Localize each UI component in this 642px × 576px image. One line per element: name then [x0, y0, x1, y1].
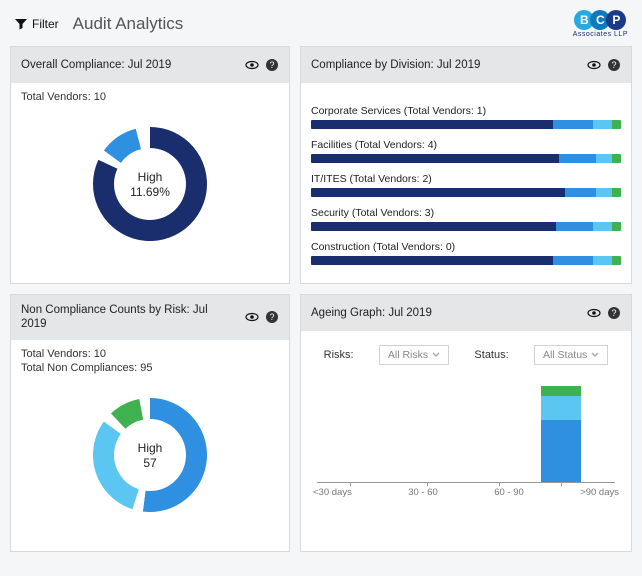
- division-label: Facilities (Total Vendors: 4): [311, 139, 621, 151]
- risks-value: All Risks: [388, 349, 428, 361]
- division-row: Facilities (Total Vendors: 4): [311, 139, 621, 163]
- chevron-down-icon: [591, 351, 599, 359]
- page-title: Audit Analytics: [73, 14, 184, 34]
- card-header: Compliance by Division: Jul 2019 ?: [301, 47, 631, 83]
- card-header: Overall Compliance: Jul 2019 ?: [11, 47, 289, 83]
- eye-icon[interactable]: [587, 306, 601, 320]
- total-noncompliances-text: Total Non Compliances: 95: [21, 362, 279, 374]
- division-bar: [311, 256, 621, 265]
- eye-icon[interactable]: [245, 58, 259, 72]
- filter-icon: [14, 17, 28, 31]
- help-icon[interactable]: ?: [607, 58, 621, 72]
- card-ageing-graph: Ageing Graph: Jul 2019 ? Risks: All Risk…: [300, 294, 632, 552]
- chevron-down-icon: [432, 351, 440, 359]
- svg-text:High: High: [138, 170, 163, 184]
- division-label: Security (Total Vendors: 3): [311, 207, 621, 219]
- division-row: Construction (Total Vendors: 0): [311, 241, 621, 265]
- filter-button[interactable]: Filter: [14, 17, 59, 31]
- svg-text:11.69%: 11.69%: [130, 185, 170, 199]
- ageing-xlabel: 30 - 60: [408, 487, 438, 498]
- overall-compliance-donut: High11.69%: [75, 109, 225, 259]
- risks-label: Risks:: [324, 349, 354, 361]
- status-label: Status:: [474, 349, 508, 361]
- risks-select[interactable]: All Risks: [379, 345, 449, 365]
- division-bar: [311, 120, 621, 129]
- svg-text:?: ?: [611, 60, 616, 70]
- svg-text:High: High: [138, 441, 163, 455]
- division-bar: [311, 222, 621, 231]
- ageing-xlabel: 60 - 90: [494, 487, 524, 498]
- logo: BCP Associates LLP: [573, 10, 628, 38]
- eye-icon[interactable]: [587, 58, 601, 72]
- total-vendors-text: Total Vendors: 10: [21, 91, 279, 103]
- topbar: Filter Audit Analytics BCP Associates LL…: [0, 0, 642, 46]
- svg-text:?: ?: [269, 60, 274, 70]
- filter-label: Filter: [32, 17, 59, 31]
- help-icon[interactable]: ?: [265, 58, 279, 72]
- svg-text:?: ?: [611, 308, 616, 318]
- noncompliance-donut: High57: [75, 380, 225, 530]
- topbar-left: Filter Audit Analytics: [14, 14, 183, 34]
- help-icon[interactable]: ?: [607, 306, 621, 320]
- division-row: Corporate Services (Total Vendors: 1): [311, 105, 621, 129]
- help-icon[interactable]: ?: [265, 310, 279, 324]
- division-label: Construction (Total Vendors: 0): [311, 241, 621, 253]
- division-label: IT/ITES (Total Vendors: 2): [311, 173, 621, 185]
- division-row: IT/ITES (Total Vendors: 2): [311, 173, 621, 197]
- card-header: Non Compliance Counts by Risk: Jul 2019 …: [11, 295, 289, 340]
- ageing-bar-chart: [317, 373, 615, 483]
- card-title: Ageing Graph: Jul 2019: [311, 306, 432, 320]
- svg-text:?: ?: [269, 312, 274, 322]
- card-title: Overall Compliance: Jul 2019: [21, 58, 171, 72]
- total-vendors-text: Total Vendors: 10: [21, 348, 279, 360]
- card-compliance-by-division: Compliance by Division: Jul 2019 ? Corpo…: [300, 46, 632, 284]
- division-label: Corporate Services (Total Vendors: 1): [311, 105, 621, 117]
- status-value: All Status: [543, 349, 587, 361]
- ageing-bar: [541, 386, 581, 482]
- division-bar: [311, 188, 621, 197]
- division-row: Security (Total Vendors: 3): [311, 207, 621, 231]
- logo-circle: P: [606, 10, 626, 30]
- card-header: Ageing Graph: Jul 2019 ?: [301, 295, 631, 331]
- ageing-xlabel: >90 days: [580, 487, 619, 498]
- card-title: Compliance by Division: Jul 2019: [311, 58, 480, 72]
- card-title: Non Compliance Counts by Risk: Jul 2019: [21, 303, 221, 332]
- svg-text:57: 57: [143, 456, 157, 470]
- card-noncompliance-by-risk: Non Compliance Counts by Risk: Jul 2019 …: [10, 294, 290, 552]
- division-bar: [311, 154, 621, 163]
- ageing-xlabel: <30 days: [313, 487, 352, 498]
- logo-subtitle: Associates LLP: [573, 31, 628, 38]
- eye-icon[interactable]: [245, 310, 259, 324]
- status-select[interactable]: All Status: [534, 345, 608, 365]
- card-overall-compliance: Overall Compliance: Jul 2019 ? Total Ven…: [10, 46, 290, 284]
